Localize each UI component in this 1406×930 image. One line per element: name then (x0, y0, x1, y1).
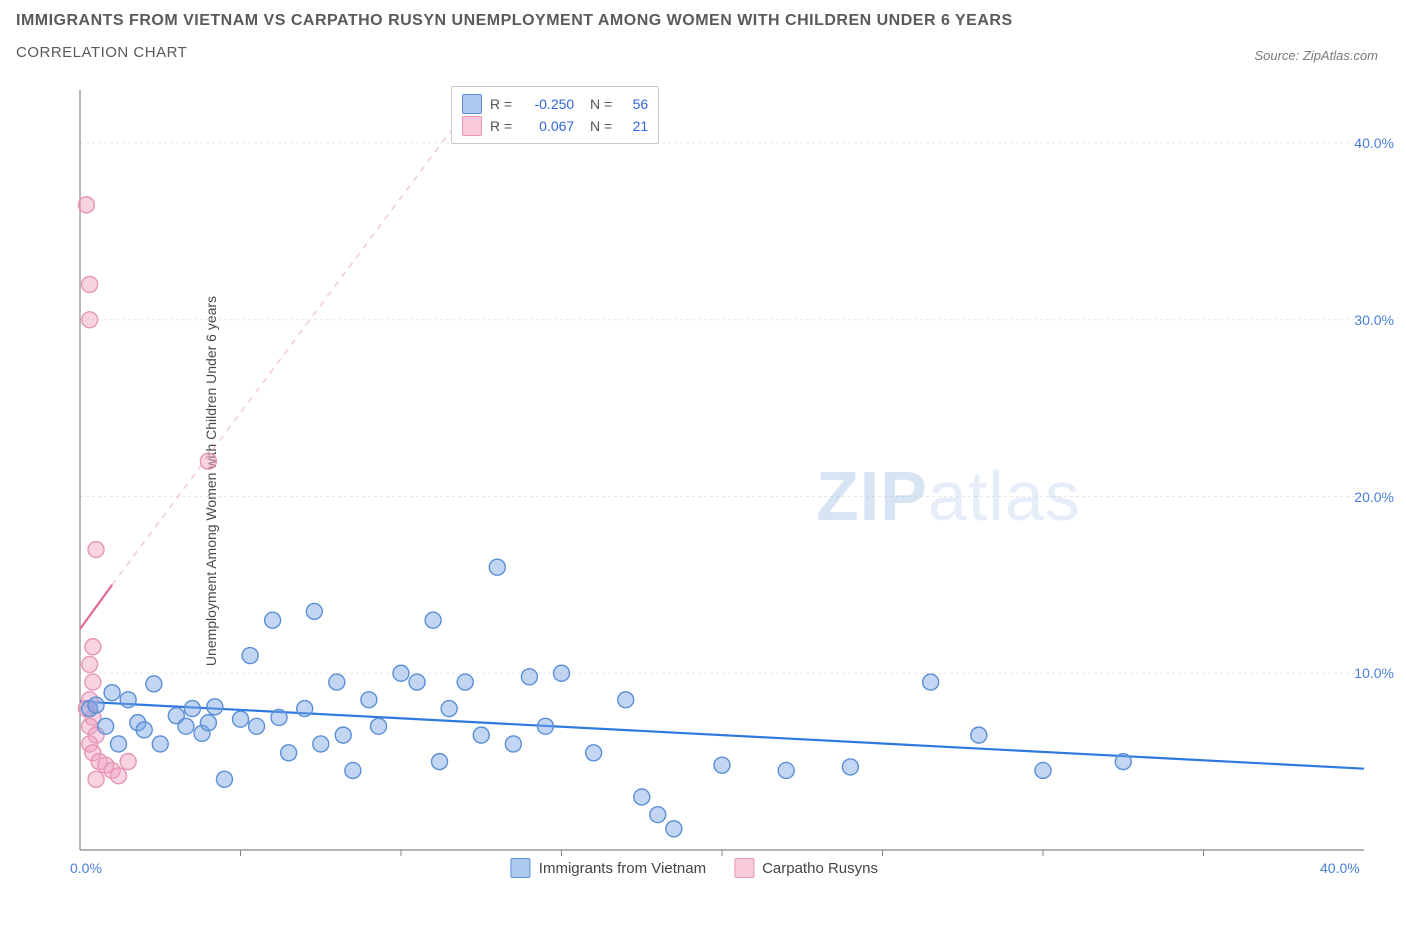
legend-n-value: 56 (620, 96, 648, 112)
y-tick-label: 40.0% (1354, 135, 1394, 151)
legend-series-name: Carpatho Rusyns (762, 860, 878, 877)
legend-swatch (734, 858, 754, 878)
y-tick-label: 10.0% (1354, 665, 1394, 681)
legend-swatch (511, 858, 531, 878)
legend-n-label: N = (582, 118, 612, 134)
legend-n-label: N = (582, 96, 612, 112)
chart-title-line2: CORRELATION CHART (16, 44, 1390, 61)
chart-container: Unemployment Among Women with Children U… (56, 86, 1386, 876)
legend-r-value: 0.067 (520, 118, 574, 134)
legend-r-label: R = (490, 96, 512, 112)
legend-swatch (462, 116, 482, 136)
legend-r-label: R = (490, 118, 512, 134)
x-axis-origin-label: 0.0% (70, 860, 102, 876)
legend-series: Immigrants from Vietnam Carpatho Rusyns (511, 858, 878, 878)
y-tick-label: 30.0% (1354, 312, 1394, 328)
legend-stats: R = -0.250 N = 56 R = 0.067 N = 21 (451, 86, 659, 144)
legend-series-name: Immigrants from Vietnam (539, 860, 706, 877)
scatter-plot (56, 86, 1384, 880)
source-attribution: Source: ZipAtlas.com (1254, 48, 1378, 63)
x-axis-max-label: 40.0% (1320, 860, 1360, 876)
legend-swatch (462, 94, 482, 114)
legend-r-value: -0.250 (520, 96, 574, 112)
chart-title-line1: IMMIGRANTS FROM VIETNAM VS CARPATHO RUSY… (16, 12, 1390, 30)
y-tick-label: 20.0% (1354, 489, 1394, 505)
legend-n-value: 21 (620, 118, 648, 134)
